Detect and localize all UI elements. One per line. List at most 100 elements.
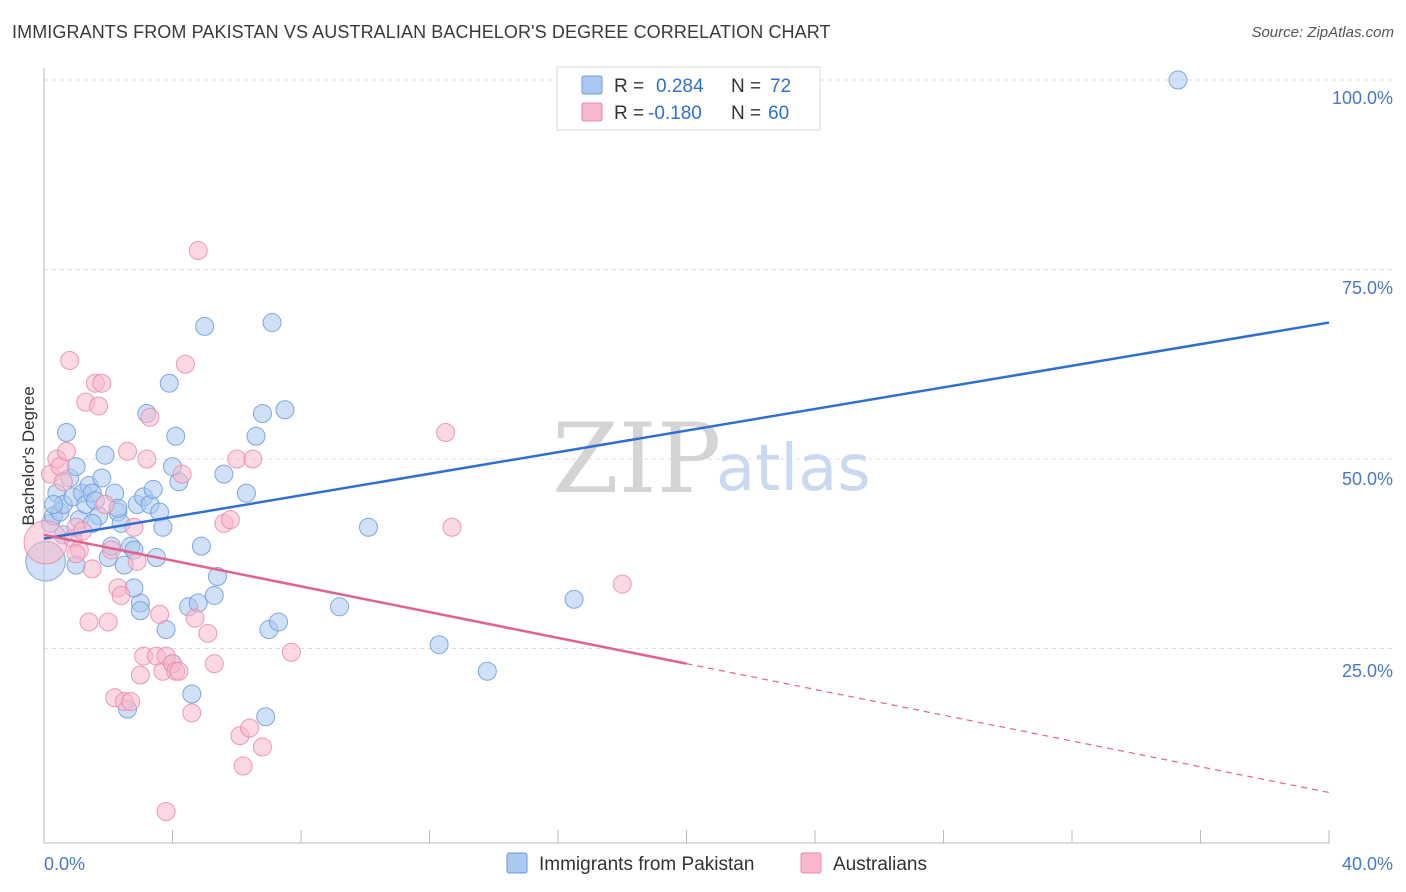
series-legend-label-pakistan: Immigrants from Pakistan: [539, 854, 754, 875]
trend-line-australians: [43, 533, 687, 665]
pakistan-point: [191, 536, 211, 556]
australians-point: [118, 441, 138, 461]
chart-title: IMMIGRANTS FROM PAKISTAN VS AUSTRALIAN B…: [12, 22, 831, 42]
pakistan-point: [166, 426, 186, 446]
series-legend: Immigrants from Pakistan Australians: [506, 852, 927, 875]
pakistan-point: [236, 483, 256, 503]
pakistan-point: [252, 404, 272, 424]
series-legend-label-australians: Australians: [833, 854, 927, 875]
pakistan-point: [56, 422, 76, 442]
australians-point: [98, 612, 118, 632]
series-australians-points: [23, 241, 632, 821]
legend-swatch-pink: [581, 102, 603, 122]
legend-n-label-2: N =: [731, 103, 761, 124]
watermark-atlas: atlas: [716, 432, 871, 506]
pakistan-point: [182, 684, 202, 704]
pakistan-point: [95, 445, 115, 465]
trend-line-australians-extension: [686, 663, 1330, 794]
australians-point: [240, 718, 260, 738]
australians-point: [53, 472, 73, 492]
pakistan-point: [564, 589, 584, 609]
pakistan-point: [275, 400, 295, 420]
legend-n-label-1: N =: [731, 76, 761, 97]
watermark-zip: ZIP: [552, 403, 721, 515]
legend-swatch-blue: [581, 75, 603, 95]
series-legend-swatch-pakistan: [506, 852, 528, 874]
australians-point: [281, 642, 301, 662]
axes: [43, 68, 1330, 844]
australians-point: [56, 441, 76, 461]
australians-point: [182, 703, 202, 723]
pakistan-point: [130, 601, 150, 621]
australians-point: [227, 449, 247, 469]
y-tick-25: 25.0%: [1342, 661, 1393, 681]
series-pakistan-points: [25, 70, 1188, 727]
australians-point: [60, 350, 80, 370]
australians-point: [111, 585, 131, 605]
australians-point: [188, 241, 208, 261]
australians-point: [89, 396, 109, 416]
stats-legend: R = 0.284 N = 72 R = -0.180 N = 60: [556, 66, 821, 131]
pakistan-point: [269, 612, 289, 632]
pakistan-point: [159, 373, 179, 393]
watermark: ZIP atlas: [552, 403, 871, 515]
australians-point: [156, 801, 176, 821]
pakistan-point: [358, 517, 378, 537]
australians-point: [92, 373, 112, 393]
legend-r-value-1: 0.284: [656, 76, 704, 97]
pakistan-point: [246, 426, 266, 446]
australians-point: [169, 661, 189, 681]
australians-point: [121, 692, 141, 712]
x-tick-max: 40.0%: [1342, 854, 1393, 874]
australians-point: [140, 407, 160, 427]
australians-point: [252, 737, 272, 757]
australians-point: [124, 517, 144, 537]
australians-point: [23, 520, 68, 565]
trend-lines: [43, 321, 1330, 794]
pakistan-point: [262, 313, 282, 333]
pakistan-point: [204, 585, 224, 605]
y-tick-labels: 25.0% 50.0% 75.0% 100.0%: [1332, 88, 1393, 681]
australians-point: [175, 354, 195, 374]
australians-point: [172, 464, 192, 484]
australians-point: [204, 654, 224, 674]
pakistan-point: [256, 707, 276, 727]
australians-point: [150, 604, 170, 624]
legend-n-value-2: 60: [768, 103, 789, 124]
australians-point: [185, 608, 205, 628]
australians-point: [243, 449, 263, 469]
pakistan-point: [143, 479, 163, 499]
trend-line-pakistan: [43, 321, 1330, 540]
pakistan-point: [477, 661, 497, 681]
australians-point: [612, 574, 632, 594]
pakistan-point: [92, 468, 112, 488]
australians-point: [436, 422, 456, 442]
legend-r-value-2: -0.180: [648, 103, 702, 124]
australians-point: [130, 665, 150, 685]
pakistan-point: [195, 316, 215, 336]
pakistan-point: [214, 464, 234, 484]
legend-n-value-1: 72: [770, 76, 791, 97]
y-tick-75: 75.0%: [1342, 278, 1393, 298]
y-tick-50: 50.0%: [1342, 469, 1393, 489]
australians-point: [198, 623, 218, 643]
australians-point: [95, 494, 115, 514]
pakistan-point: [44, 494, 64, 514]
australians-point: [442, 517, 462, 537]
australians-point: [220, 510, 240, 530]
y-tick-100: 100.0%: [1332, 88, 1393, 108]
grid-lines: [44, 79, 1393, 649]
australians-point: [66, 544, 86, 564]
australians-point: [82, 559, 102, 579]
pakistan-point: [207, 566, 227, 586]
x-tick-min: 0.0%: [44, 854, 85, 874]
legend-r-label-2: R =: [614, 103, 644, 124]
australians-point: [137, 449, 157, 469]
pakistan-point: [330, 597, 350, 617]
series-legend-swatch-australians: [800, 852, 822, 874]
source-label: Source: ZipAtlas.com: [1251, 24, 1394, 41]
pakistan-point: [1168, 70, 1188, 90]
pakistan-point: [429, 635, 449, 655]
y-axis-label: Bachelor's Degree: [19, 386, 38, 525]
